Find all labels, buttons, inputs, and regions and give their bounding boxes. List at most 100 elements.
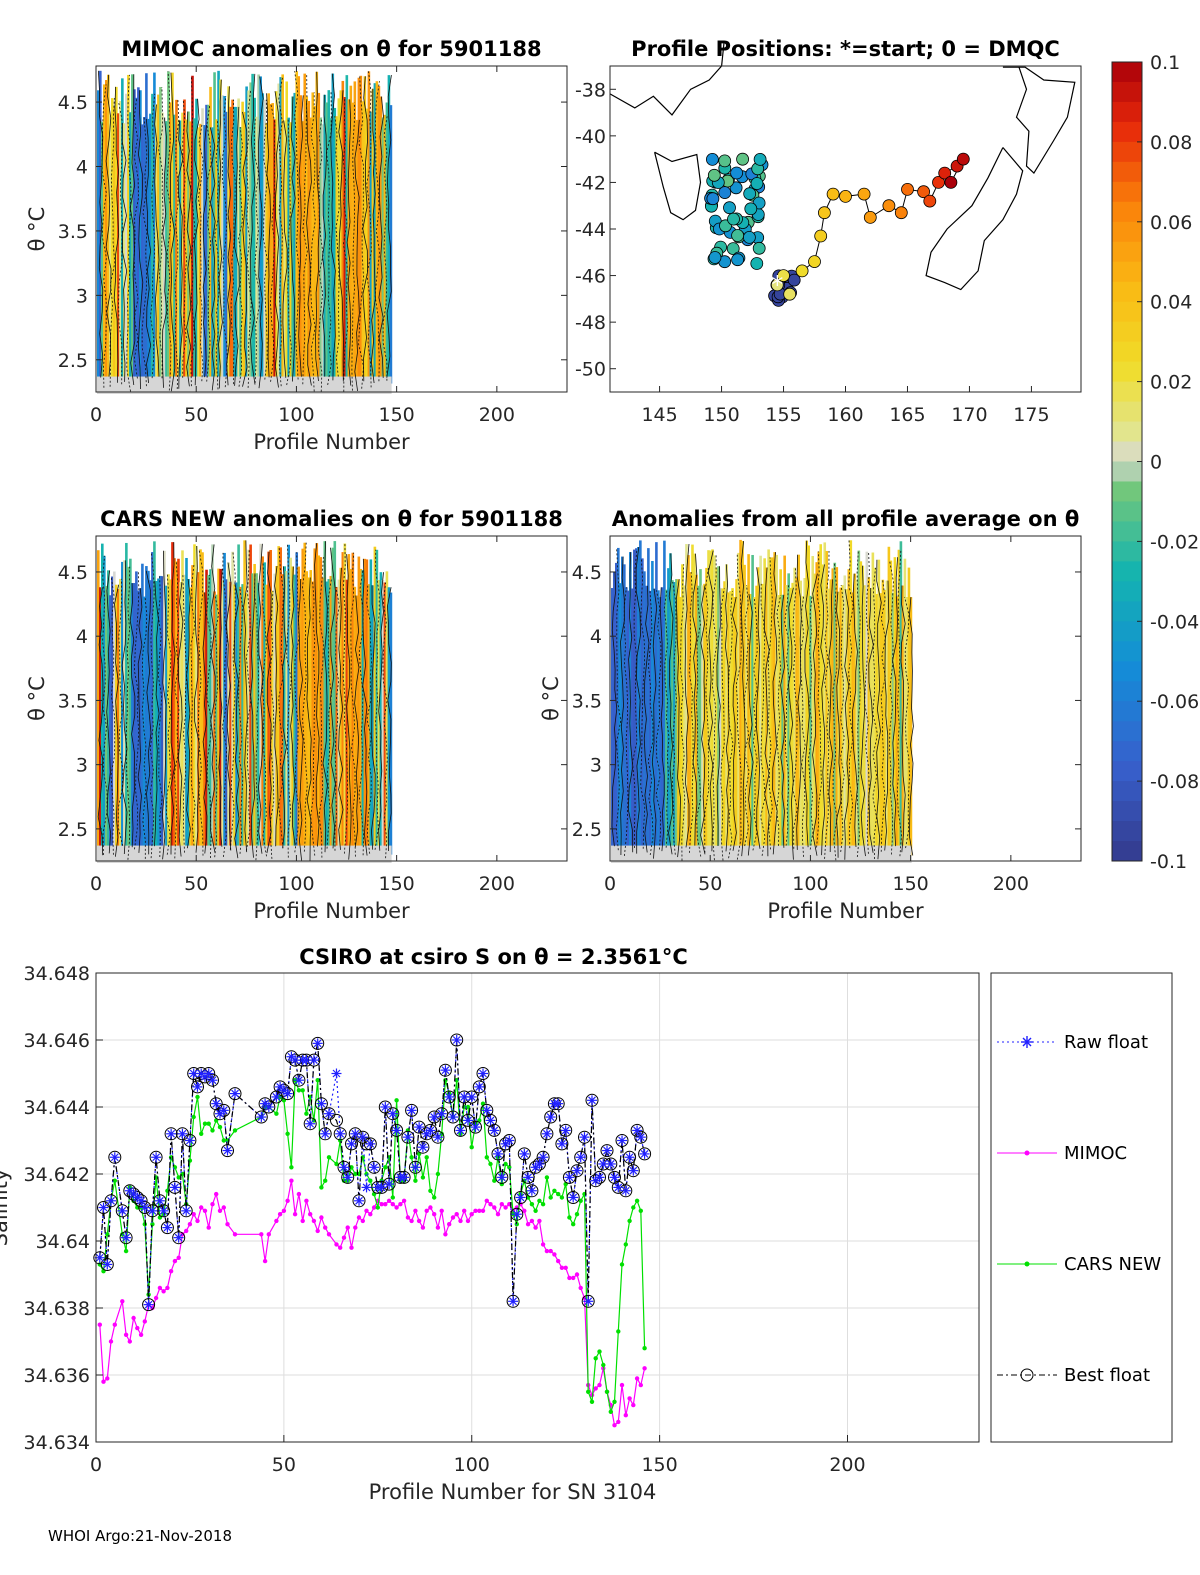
heatmap-column bbox=[757, 567, 760, 849]
best-float-point bbox=[638, 1147, 652, 1161]
heatmap-column bbox=[151, 552, 154, 859]
x-tick-label: 150 bbox=[703, 404, 739, 426]
heatmap-column bbox=[187, 579, 190, 849]
mimoc-point bbox=[390, 1202, 395, 1207]
legend-item: Best float bbox=[997, 1365, 1150, 1386]
heatmap-column bbox=[131, 583, 134, 848]
mimoc-point bbox=[559, 1265, 565, 1271]
heatmap-column bbox=[101, 543, 104, 851]
heatmap-column bbox=[357, 77, 361, 379]
best-float-point bbox=[566, 1191, 580, 1204]
mimoc-point bbox=[353, 1225, 358, 1230]
raw-float-point bbox=[308, 1055, 319, 1066]
heatmap-column bbox=[229, 581, 232, 851]
best-float-point bbox=[532, 1157, 546, 1171]
x-tick-label: 175 bbox=[1013, 404, 1049, 426]
y-tick-label: 34.646 bbox=[24, 1030, 90, 1052]
raw-float-point bbox=[109, 1152, 120, 1163]
raw-star-stroke bbox=[456, 1126, 465, 1135]
profile-position-marker bbox=[707, 168, 721, 182]
raw-star-stroke bbox=[512, 1210, 521, 1219]
raw-star-stroke bbox=[159, 1206, 168, 1215]
mimoc-point bbox=[311, 1218, 317, 1224]
heatmap-column bbox=[343, 543, 347, 854]
raw-float-point bbox=[579, 1132, 590, 1143]
contour-line bbox=[182, 99, 188, 378]
heatmap-column bbox=[797, 554, 800, 850]
raw-star-stroke bbox=[505, 1136, 514, 1145]
colorbar-tick-label: -0.1 bbox=[1150, 851, 1187, 873]
raw-star-stroke bbox=[302, 1056, 311, 1065]
contour-line bbox=[326, 90, 332, 385]
heatmap-column bbox=[103, 555, 106, 855]
raw-star-stroke bbox=[400, 1173, 409, 1182]
mimoc-point bbox=[123, 1332, 129, 1338]
raw-star-stroke bbox=[137, 1196, 146, 1205]
cars-new-point bbox=[304, 1111, 309, 1116]
mimoc-point bbox=[187, 1222, 193, 1227]
y-axis-label: θ °C bbox=[25, 207, 49, 252]
raw-star-stroke bbox=[471, 1123, 480, 1132]
heatmap-column bbox=[349, 85, 353, 382]
mimoc-point bbox=[319, 1215, 324, 1220]
heatmap-contours bbox=[98, 70, 392, 392]
raw-float-point bbox=[350, 1128, 361, 1139]
contour-line bbox=[631, 549, 638, 849]
heatmap-column bbox=[135, 571, 138, 850]
cars-new-point bbox=[296, 1088, 302, 1093]
heatmap-column bbox=[827, 588, 831, 856]
heatmap-column bbox=[367, 71, 371, 388]
contour-line bbox=[318, 117, 324, 392]
colorbar-swatch bbox=[1112, 841, 1142, 862]
raw-float-point bbox=[598, 1158, 609, 1169]
heatmap-column bbox=[253, 564, 256, 859]
contour-line bbox=[221, 95, 228, 388]
raw-star-stroke bbox=[186, 1136, 194, 1145]
raw-star-stroke bbox=[576, 1153, 585, 1162]
mimoc-point bbox=[480, 1208, 486, 1214]
raw-star-stroke bbox=[610, 1173, 619, 1182]
mimoc-point bbox=[206, 1225, 211, 1230]
heatmap-column bbox=[771, 557, 774, 851]
panel-title: Profile Positions: *=start; 0 = DMQC bbox=[631, 37, 1060, 61]
heatmap-column bbox=[869, 588, 873, 853]
contour-line bbox=[672, 581, 677, 855]
raw-float-point bbox=[534, 1158, 545, 1169]
heatmap-column bbox=[311, 92, 315, 392]
heatmap-column bbox=[877, 559, 881, 860]
raw-float-point bbox=[410, 1162, 421, 1173]
heatmap-column bbox=[305, 571, 309, 852]
heatmap-column bbox=[243, 540, 246, 853]
best-float-point bbox=[401, 1130, 415, 1144]
cars-new-point bbox=[428, 1188, 433, 1194]
contour-line bbox=[663, 589, 670, 848]
heatmap-column bbox=[147, 118, 150, 384]
raw-star-stroke bbox=[407, 1106, 416, 1115]
cars-new-point bbox=[368, 1178, 373, 1183]
best-float-point bbox=[476, 1067, 490, 1080]
mimoc-point bbox=[142, 1319, 147, 1324]
best-float-point bbox=[578, 1130, 591, 1144]
heatmap-column bbox=[281, 74, 284, 382]
heatmap-column bbox=[117, 589, 120, 851]
heatmap-column bbox=[611, 588, 614, 854]
contour-line bbox=[117, 578, 124, 846]
contour-line bbox=[346, 554, 352, 860]
contour-line bbox=[752, 597, 758, 851]
raw-star-stroke bbox=[343, 1173, 352, 1182]
plot-frame bbox=[609, 535, 1082, 862]
contour-line bbox=[896, 549, 903, 857]
heatmap-column bbox=[199, 549, 202, 856]
mimoc-point bbox=[308, 1212, 313, 1217]
contour-line bbox=[161, 117, 168, 388]
x-tick-label: 100 bbox=[454, 1454, 490, 1476]
heatmap-column bbox=[223, 552, 226, 857]
contour-line bbox=[326, 579, 332, 849]
heatmap-column bbox=[783, 555, 786, 861]
cars-new-point bbox=[326, 1155, 332, 1160]
mimoc-point bbox=[383, 1202, 388, 1207]
y-tick-label: 34.642 bbox=[24, 1164, 90, 1186]
profile-position-marker bbox=[818, 206, 831, 220]
contour-line bbox=[110, 576, 116, 855]
best-float-point bbox=[314, 1097, 328, 1111]
